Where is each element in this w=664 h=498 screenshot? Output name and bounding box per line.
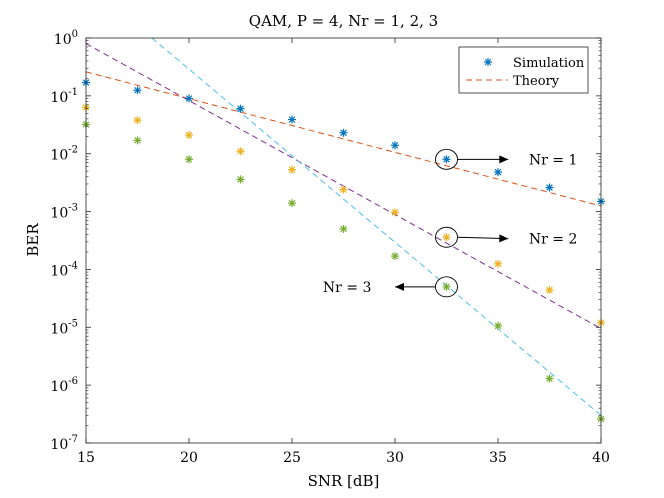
axes-layer [85, 37, 602, 444]
annotation-label: Nr = 2 [529, 232, 577, 248]
y-tick-exponent: -1 [68, 87, 78, 98]
annotation-arrowhead [499, 155, 509, 164]
data-point [494, 259, 502, 268]
data-point [236, 147, 245, 156]
y-tick-label: 10-3 [50, 203, 78, 222]
annotation-label: Nr = 1 [529, 152, 577, 168]
data-point [236, 175, 245, 184]
data-point [339, 185, 348, 194]
data-point [185, 155, 193, 164]
y-tick-exponent: -3 [68, 203, 78, 214]
annotation-arrowhead [395, 282, 404, 291]
legend: Simulation Theory [458, 46, 589, 94]
y-tick-mantissa: 10 [50, 206, 68, 222]
y-tick-exponent: -7 [68, 434, 78, 445]
data-point [339, 128, 348, 137]
series-layer [82, 38, 605, 423]
theory-line [86, 71, 601, 207]
x-tick-label: 35 [489, 450, 507, 466]
data-point [133, 136, 142, 145]
x-tick-label: 40 [592, 450, 610, 466]
data-point [133, 116, 142, 125]
data-point [545, 183, 554, 192]
y-tick-exponent: 0 [72, 29, 78, 40]
data-point [288, 115, 296, 124]
plot-area [86, 38, 601, 443]
data-point [391, 252, 399, 261]
y-tick-mantissa: 10 [50, 263, 68, 279]
chart-title: QAM, P = 4, Nr = 1, 2, 3 [249, 12, 438, 30]
axes-box [85, 37, 602, 444]
data-point [288, 199, 296, 208]
legend-marker-simulation [484, 58, 492, 66]
y-tick-label: 10-7 [50, 434, 78, 453]
y-axis-label: BER [24, 223, 42, 257]
legend-label-simulation: Simulation [513, 56, 585, 71]
theory-line [151, 38, 601, 416]
y-tick-label: 100 [54, 29, 78, 48]
data-point [236, 104, 245, 113]
y-tick-mantissa: 10 [50, 90, 68, 106]
legend-box [458, 46, 589, 94]
data-point [442, 282, 451, 291]
data-point [391, 208, 399, 217]
y-tick-mantissa: 10 [54, 32, 72, 48]
y-tick-mantissa: 10 [50, 379, 68, 395]
data-point [391, 141, 399, 150]
y-tick-exponent: -6 [68, 376, 78, 387]
y-tick-mantissa: 10 [50, 148, 68, 164]
data-point [133, 86, 142, 95]
x-tick-label: 20 [180, 450, 198, 466]
y-tick-exponent: -2 [68, 145, 78, 156]
y-tick-label: 10-5 [50, 318, 78, 337]
data-point [494, 321, 502, 330]
data-point [288, 165, 296, 174]
annotation-arrowhead [499, 234, 509, 243]
y-tick-label: 10-4 [50, 260, 78, 279]
data-point [494, 168, 502, 177]
y-tick-label: 10-1 [50, 87, 78, 106]
x-axis-label: SNR [dB] [308, 472, 380, 490]
data-point [442, 155, 451, 164]
data-point [339, 224, 348, 233]
data-point [442, 233, 451, 242]
y-tick-exponent: -5 [68, 318, 78, 329]
x-tick-label: 15 [77, 450, 95, 466]
y-tick-mantissa: 10 [50, 321, 68, 337]
y-tick-label: 10-2 [50, 145, 78, 164]
data-point [185, 94, 193, 103]
data-point [185, 131, 193, 140]
x-tick-label: 25 [283, 450, 301, 466]
data-point [545, 286, 554, 295]
annotation-layer: Nr = 1 Nr = 2 Nr = 3 [323, 148, 577, 298]
x-tick-label: 30 [386, 450, 404, 466]
tick-layer: 15 20 25 30 35 4010010-110-210-310-410-510-61… [50, 29, 609, 466]
data-point [545, 374, 554, 383]
y-tick-mantissa: 10 [50, 437, 68, 453]
legend-label-theory: Theory [513, 74, 560, 89]
annotation-label: Nr = 3 [323, 280, 371, 296]
y-tick-exponent: -4 [68, 260, 78, 271]
y-tick-label: 10-6 [50, 376, 78, 395]
